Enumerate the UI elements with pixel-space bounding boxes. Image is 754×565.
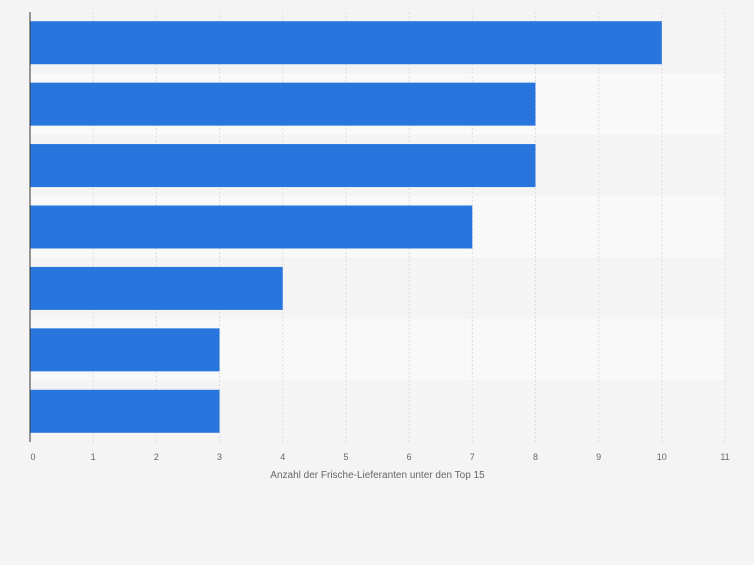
x-tick-label: 10 xyxy=(657,452,667,462)
x-tick-label: 0 xyxy=(30,452,35,462)
bar xyxy=(30,144,536,188)
x-tick-label: 11 xyxy=(720,452,729,462)
x-tick-label: 4 xyxy=(280,452,285,462)
bars xyxy=(30,21,662,433)
x-tick-label: 8 xyxy=(533,452,538,462)
x-tick-label: 1 xyxy=(91,452,96,462)
x-tick-label: 5 xyxy=(343,452,348,462)
bar xyxy=(30,82,536,126)
bar xyxy=(30,21,662,65)
x-tick-labels: 0 1 2 3 4 5 6 7 8 9 10 11 xyxy=(30,452,729,462)
bar xyxy=(30,328,220,372)
x-tick-label: 6 xyxy=(407,452,412,462)
x-tick-label: 9 xyxy=(596,452,601,462)
x-tick-label: 3 xyxy=(217,452,222,462)
bar xyxy=(30,389,220,433)
bar xyxy=(30,266,283,310)
x-axis-label: Anzahl der Frische-Lieferanten unter den… xyxy=(270,470,485,481)
bar xyxy=(30,205,473,249)
x-tick-label: 2 xyxy=(154,452,159,462)
x-tick-label: 7 xyxy=(470,452,475,462)
